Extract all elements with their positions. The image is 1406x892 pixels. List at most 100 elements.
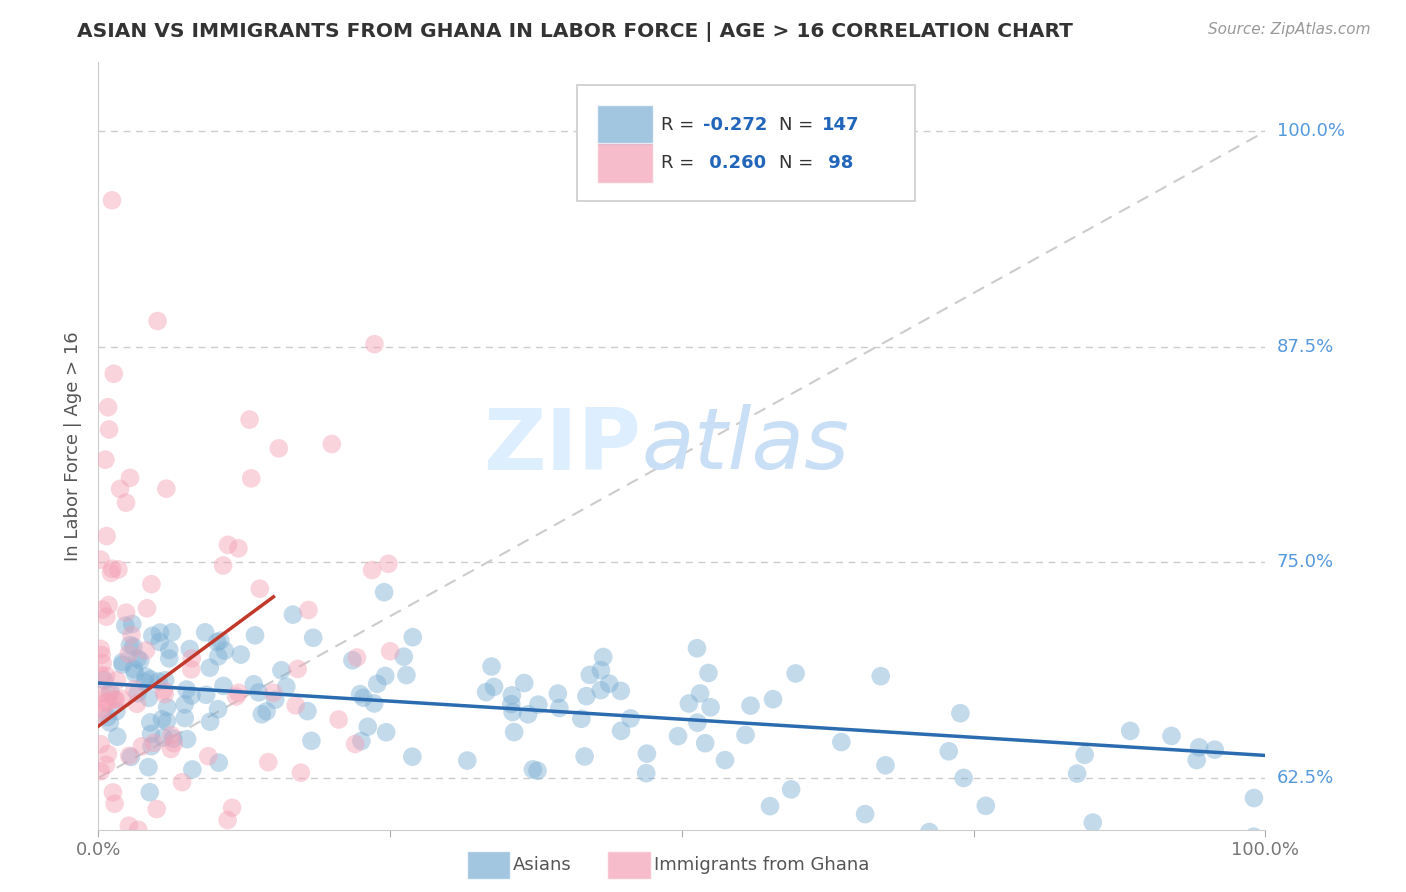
Point <box>94 452 117 467</box>
Point <box>141 739 163 754</box>
Point <box>209 633 232 648</box>
Point <box>149 883 172 892</box>
Point <box>135 643 157 657</box>
Point <box>374 669 396 683</box>
Point <box>145 802 167 816</box>
Point <box>176 732 198 747</box>
Point <box>501 689 523 703</box>
Point <box>101 785 124 799</box>
Point <box>380 644 402 658</box>
Point <box>93 883 115 892</box>
Text: N =: N = <box>779 116 813 135</box>
Point <box>138 690 160 705</box>
Point <box>217 813 239 827</box>
Point <box>134 674 156 689</box>
Point <box>163 736 186 750</box>
Point <box>115 606 138 620</box>
Point <box>124 666 146 681</box>
Point <box>160 728 183 742</box>
Point <box>547 687 569 701</box>
Point <box>139 673 162 687</box>
Point <box>108 865 131 880</box>
Point <box>574 749 596 764</box>
Point <box>90 859 112 873</box>
Point <box>94 696 117 710</box>
Point <box>225 690 247 704</box>
Point <box>143 736 166 750</box>
FancyBboxPatch shape <box>596 105 652 145</box>
Point <box>513 676 536 690</box>
Point <box>475 685 498 699</box>
Point <box>363 697 385 711</box>
Point <box>262 686 284 700</box>
Point <box>156 700 179 714</box>
Point <box>122 640 145 654</box>
Point <box>366 677 388 691</box>
Point <box>592 650 614 665</box>
Point <box>501 697 523 711</box>
Point <box>118 638 141 652</box>
Point <box>349 687 371 701</box>
Point <box>214 643 236 657</box>
Point <box>101 562 124 576</box>
Point <box>194 625 217 640</box>
Point <box>136 601 159 615</box>
Point <box>121 628 143 642</box>
Point <box>257 755 280 769</box>
Point <box>697 665 720 680</box>
Point <box>740 698 762 713</box>
Point <box>256 704 278 718</box>
Point <box>548 701 571 715</box>
Point <box>122 854 145 868</box>
Point <box>129 883 152 892</box>
Point <box>482 680 505 694</box>
Point <box>97 688 120 702</box>
Point <box>267 442 290 456</box>
Point <box>105 704 128 718</box>
Point <box>180 689 202 703</box>
Point <box>145 847 167 861</box>
Point <box>503 725 526 739</box>
Point <box>96 529 118 543</box>
Point <box>401 749 423 764</box>
Point <box>180 651 202 665</box>
Point <box>156 714 179 729</box>
Point <box>238 412 260 426</box>
Point <box>98 715 121 730</box>
Point <box>141 577 163 591</box>
Point <box>780 782 803 797</box>
Point <box>118 471 141 485</box>
Point <box>352 690 374 705</box>
Point <box>221 801 243 815</box>
Point <box>517 707 540 722</box>
Point <box>1243 791 1265 805</box>
Text: 0.260: 0.260 <box>703 154 766 172</box>
Point <box>124 682 146 697</box>
Point <box>118 748 141 763</box>
Point <box>93 673 115 688</box>
Point <box>197 749 219 764</box>
Point <box>392 649 415 664</box>
Point <box>153 683 176 698</box>
Point <box>695 736 717 750</box>
Point <box>357 720 380 734</box>
Point <box>1073 747 1095 762</box>
Point <box>139 715 162 730</box>
Point <box>90 668 112 682</box>
Point <box>105 673 128 688</box>
Point <box>247 685 270 699</box>
Point <box>363 337 385 351</box>
Point <box>96 710 118 724</box>
Point <box>869 669 891 683</box>
Point <box>131 739 153 754</box>
Point <box>97 401 120 415</box>
Point <box>101 194 124 208</box>
Point <box>1243 830 1265 844</box>
Point <box>103 367 125 381</box>
Point <box>91 602 114 616</box>
Point <box>321 437 343 451</box>
Point <box>91 656 114 670</box>
Point <box>678 697 700 711</box>
Point <box>589 663 612 677</box>
Point <box>598 676 620 690</box>
